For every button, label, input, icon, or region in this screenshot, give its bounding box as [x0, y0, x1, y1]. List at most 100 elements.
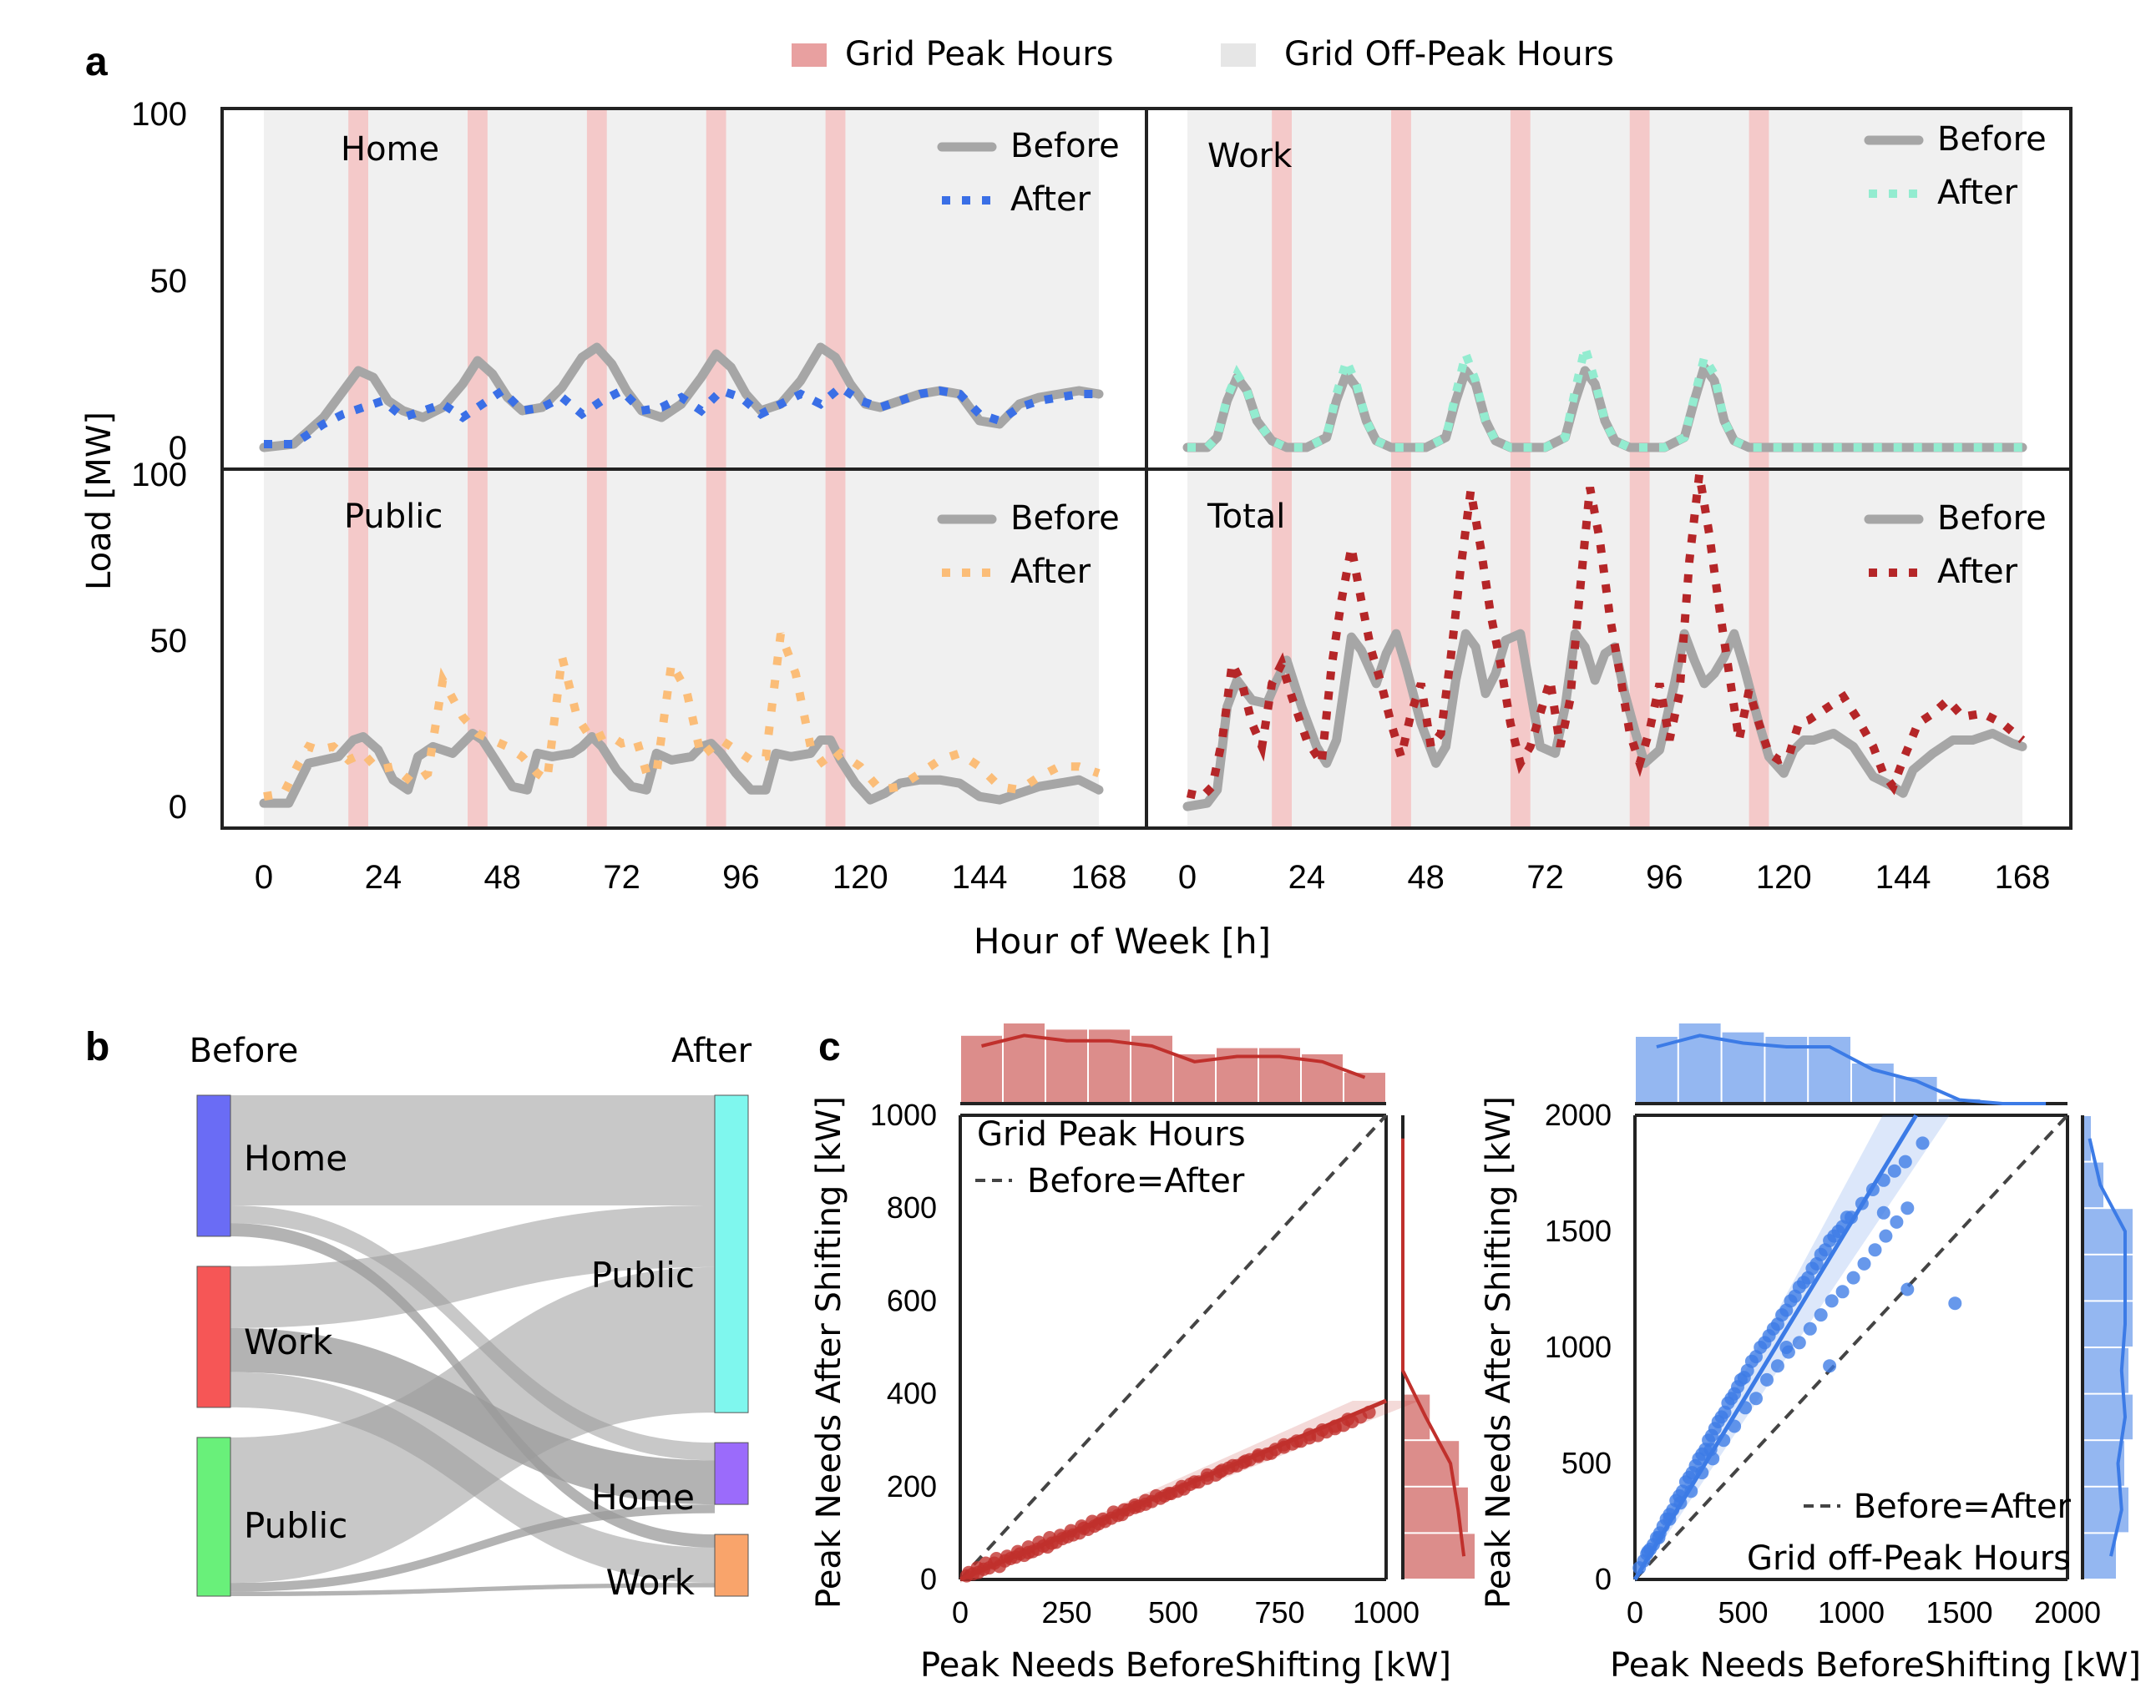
legend-after-label: After	[1937, 553, 2018, 591]
xtick-label: 1000	[1818, 1595, 1885, 1630]
xtick-label: 750	[1254, 1595, 1304, 1630]
xtick-label: 144	[1875, 859, 1931, 896]
ytick-label: 400	[887, 1377, 937, 1411]
xtick-label: 0	[1627, 1595, 1643, 1630]
panel-label-b: b	[85, 1025, 109, 1069]
subplot-work: Work Before After	[1182, 110, 2047, 467]
marginal-x-bar	[1636, 1037, 1678, 1104]
panel-c-left: 0 250 500 750 1000 0 200 400 600 800 1000 Grid Pea…	[810, 1023, 1475, 1685]
peak-band	[1272, 110, 1292, 467]
scatter-point	[1835, 1285, 1850, 1299]
xtick-label: 1500	[1926, 1595, 1992, 1630]
peak-legend-swatch	[792, 43, 827, 67]
sankey-node-before	[196, 1266, 231, 1408]
ytick-label: 100	[131, 96, 187, 133]
marginal-x-kde	[981, 1033, 1366, 1079]
legend-before-label: Before	[1010, 499, 1120, 538]
xtick-label: 120	[833, 859, 888, 896]
peak-legend-label: Grid Peak Hours	[845, 35, 1114, 73]
ytick-label: 0	[1595, 1562, 1612, 1596]
panel-c-right: 0 500 1000 1500 2000 0 500 1000 1500 2000 Before=…	[1480, 1023, 2141, 1685]
sankey-node-after	[714, 1442, 749, 1505]
xtick-label: 48	[483, 859, 521, 896]
panel-label-a: a	[85, 40, 108, 84]
xtick-label: 0	[1178, 859, 1197, 896]
sankey-flow	[230, 1583, 715, 1596]
ytick-label: 500	[1561, 1446, 1612, 1480]
scatter-right-legend-title: Grid off-Peak Hours	[1747, 1539, 2071, 1578]
ytick-label: 1000	[1545, 1330, 1612, 1364]
scatter-point	[1825, 1294, 1839, 1308]
marginal-y-kde	[2088, 1138, 2128, 1557]
peak-band	[468, 110, 488, 467]
sankey-label-after-home: Home	[591, 1477, 695, 1518]
offpeak-band	[264, 471, 1099, 826]
scatter-point	[1857, 1256, 1871, 1271]
xtick-label: 168	[1071, 859, 1127, 896]
ytick-label: 2000	[1545, 1098, 1612, 1132]
ytick-label: 1000	[870, 1098, 937, 1132]
sankey-label-before-public: Public	[244, 1505, 347, 1546]
legend-after-label: After	[1010, 180, 1091, 219]
scatter-point	[1876, 1205, 1890, 1220]
subplot-home: Home Before After	[259, 110, 1120, 467]
sankey-node-after	[714, 1094, 749, 1413]
panel-a-ylabel: Load [MW]	[80, 412, 119, 590]
marginal-y-kde	[1401, 1138, 1466, 1557]
ytick-label: 0	[920, 1562, 937, 1596]
sankey-before-header: Before	[190, 1032, 299, 1070]
scatter-left-legend-diag: Before=After	[1027, 1162, 1245, 1200]
xtick-label: 0	[255, 859, 273, 896]
regression-line	[1632, 1114, 1918, 1581]
ytick-label: 200	[887, 1469, 937, 1503]
regression-line	[959, 1398, 1387, 1582]
scatter-point	[1916, 1136, 1930, 1150]
sankey-flow	[230, 1205, 715, 1461]
scatter-point	[1779, 1341, 1794, 1354]
sankey-label-before-work: Work	[244, 1321, 333, 1362]
sankey-label-after-work: Work	[606, 1562, 696, 1603]
scatter-right-ylabel: Peak Needs After Shifting [kW]	[1480, 1096, 1518, 1609]
sankey-label-after-public: Public	[591, 1255, 695, 1296]
scatter-point	[1792, 1336, 1806, 1350]
xtick-label: 2000	[2034, 1595, 2101, 1630]
scatter-point	[1749, 1392, 1763, 1406]
subplot-public: Public Before After	[259, 471, 1120, 826]
scatter-point	[1770, 1359, 1784, 1373]
xtick-label: 48	[1407, 859, 1445, 896]
legend-before-label: Before	[1937, 120, 2047, 159]
scatter-point	[1948, 1296, 1962, 1311]
xtick-label: 96	[1646, 859, 1683, 896]
peak-band	[1749, 110, 1769, 467]
subplot-title: Total	[1207, 498, 1285, 536]
after-line	[264, 382, 1099, 448]
scatter-point	[1846, 1271, 1860, 1285]
after-line	[1187, 331, 2022, 452]
scatter-point	[1823, 1359, 1837, 1373]
xtick-label: 72	[1526, 859, 1564, 896]
scatter-point	[1814, 1308, 1828, 1322]
offpeak-legend-label: Grid Off-Peak Hours	[1284, 35, 1614, 73]
panel-a-xlabel: Hour of Week [h]	[974, 921, 1271, 962]
subplot-title: Public	[344, 498, 443, 536]
xtick-label: 120	[1756, 859, 1812, 896]
top-legend: Grid Peak Hours Grid Off-Peak Hours	[792, 35, 1614, 73]
xtick-label: 144	[952, 859, 1008, 896]
peak-band	[706, 110, 726, 467]
confidence-band	[1635, 1115, 1950, 1583]
sankey-after-header: After	[671, 1032, 752, 1070]
sankey-flows	[230, 1095, 715, 1596]
scatter-point	[1879, 1229, 1893, 1243]
sankey-node-after	[714, 1534, 749, 1597]
ytick-label: 50	[150, 623, 188, 659]
diagonal-line	[1633, 1114, 2069, 1581]
scatter-right-xlabel: Peak Needs BeforeShifting [kW]	[1610, 1646, 2141, 1685]
legend-before-label: Before	[1937, 499, 2047, 538]
scatter-point	[1890, 1215, 1904, 1229]
peak-band	[825, 471, 846, 826]
peak-band	[586, 471, 607, 826]
peak-band	[1510, 110, 1531, 467]
ytick-label: 800	[887, 1190, 937, 1225]
peak-band	[468, 471, 488, 826]
marginal-x-bar	[1344, 1073, 1385, 1104]
